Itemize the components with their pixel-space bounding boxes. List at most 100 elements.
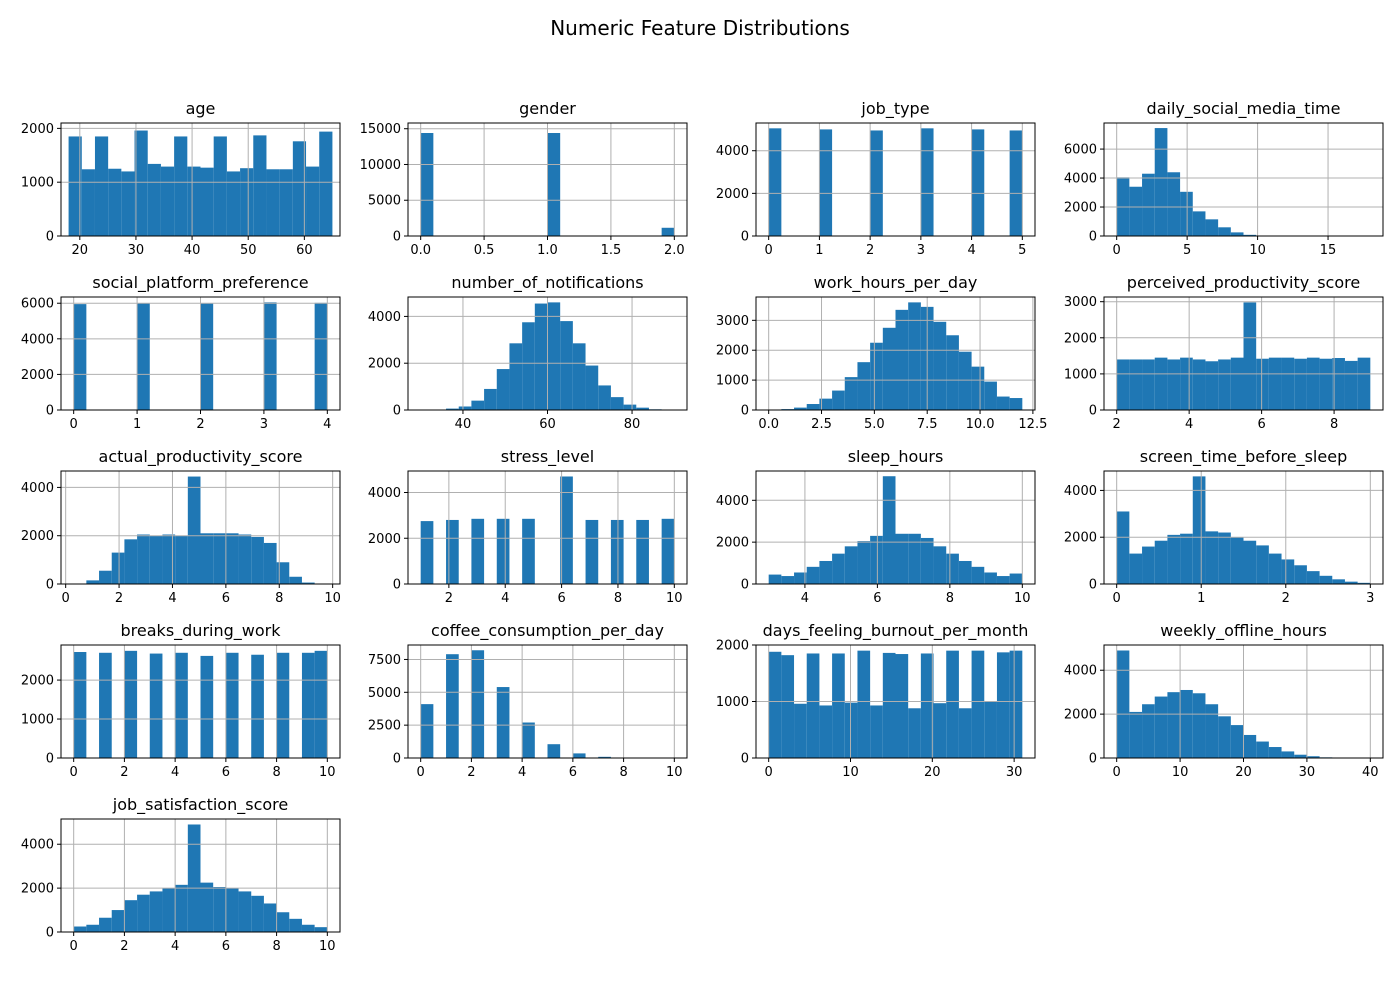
histogram-bar xyxy=(314,927,328,932)
x-tick-label: 6 xyxy=(569,765,577,780)
x-axis: 20 30 40 50 60 xyxy=(72,236,313,258)
subplot-title: daily_social_media_time xyxy=(1147,99,1341,119)
histogram-bar xyxy=(1154,540,1168,584)
subplot-title: breaks_during_work xyxy=(121,621,282,641)
y-axis: 0 2000 4000 xyxy=(21,481,61,593)
y-tick-label: 2000 xyxy=(1064,708,1097,723)
x-tick-label: 4 xyxy=(501,591,509,606)
x-tick-label: 3 xyxy=(917,243,925,258)
y-axis: 0 2000 4000 6000 xyxy=(21,297,61,419)
y-tick-label: 1000 xyxy=(716,374,749,389)
x-tick-label: 1 xyxy=(815,243,823,258)
histogram-bar xyxy=(844,546,858,584)
x-tick-label: 0 xyxy=(62,591,70,606)
histogram-bar xyxy=(946,335,959,410)
histogram-bar xyxy=(279,169,293,236)
histogram-bar xyxy=(200,533,214,584)
histogram-bar xyxy=(832,553,845,584)
x-tick-label: 1 xyxy=(133,417,141,432)
histogram-bar xyxy=(1218,227,1231,236)
subplot-title: sleep_hours xyxy=(848,447,944,467)
axes-frame xyxy=(755,296,1036,411)
x-tick-label: 10 xyxy=(1172,765,1189,780)
histogram-bar xyxy=(870,705,883,758)
axes-frame xyxy=(60,470,341,585)
subplot-daily_social_media_time: daily_social_media_time 0 5 10 15 0 2000 4000 60… xyxy=(1064,99,1384,258)
y-tick-label: 0 xyxy=(46,752,54,767)
histogram-bar xyxy=(314,650,328,758)
subplot-title: perceived_productivity_score xyxy=(1127,273,1360,293)
histogram-bar xyxy=(547,744,561,758)
y-tick-label: 2000 xyxy=(368,532,401,547)
histogram-bar xyxy=(238,534,252,584)
y-tick-label: 1000 xyxy=(716,695,749,710)
x-tick-label: 0 xyxy=(765,243,773,258)
y-tick-label: 4000 xyxy=(368,310,401,325)
histogram-bar xyxy=(1294,754,1307,758)
x-tick-label: 10 xyxy=(1014,591,1031,606)
histogram-bar xyxy=(73,304,87,410)
histogram-bars xyxy=(420,302,675,410)
histogram-bar xyxy=(598,756,611,758)
histogram-bar xyxy=(1154,357,1168,410)
histogram-bar xyxy=(996,576,1010,584)
histogram-bars xyxy=(420,650,675,758)
x-axis: 0 2 4 6 8 10 xyxy=(417,758,683,780)
y-axis: 0 1000 2000 3000 xyxy=(716,314,756,419)
histogram-bar xyxy=(420,133,434,236)
y-tick-label: 0 xyxy=(741,752,749,767)
histogram-bar xyxy=(806,653,820,758)
histogram-bar xyxy=(1256,741,1269,758)
x-tick-label: 0 xyxy=(417,765,425,780)
subplot-weekly_offline_hours: weekly_offline_hours 0 10 20 30 40 0 2000 4000 xyxy=(1064,621,1384,780)
histogram-bar xyxy=(1167,692,1181,758)
subplot-social_platform_preference: social_platform_preference 0 1 2 3 4 0 2000 4000… xyxy=(21,273,341,432)
x-tick-label: 10 xyxy=(319,939,336,954)
subplot-title: coffee_consumption_per_day xyxy=(431,621,664,641)
y-tick-label: 2000 xyxy=(716,639,749,654)
subplot-title: number_of_notifications xyxy=(451,273,643,293)
histogram-bar xyxy=(225,888,239,932)
histogram-bar xyxy=(958,560,972,584)
histogram-bar xyxy=(1154,128,1168,236)
histogram-bar xyxy=(162,888,176,932)
histogram-bar xyxy=(276,652,290,758)
x-axis: 0 2 4 6 8 10 xyxy=(70,932,336,954)
x-tick-label: 5.0 xyxy=(864,417,885,432)
histogram-bar xyxy=(1142,359,1155,410)
histogram-bar xyxy=(1243,234,1257,236)
x-tick-label: 15 xyxy=(1320,243,1337,258)
x-tick-label: 4 xyxy=(171,765,179,780)
histogram-bar xyxy=(1142,173,1155,236)
y-tick-label: 7500 xyxy=(368,653,401,668)
histogram-bar xyxy=(661,227,675,236)
x-tick-label: 10 xyxy=(1249,243,1266,258)
histogram-bar xyxy=(1306,357,1320,410)
y-axis: 0 2000 4000 xyxy=(716,144,756,245)
x-tick-label: 40 xyxy=(1362,765,1379,780)
y-tick-label: 2000 xyxy=(21,674,54,689)
histogram-bar xyxy=(857,362,871,410)
histogram-bar xyxy=(1142,546,1155,584)
histogram-bar xyxy=(819,398,833,410)
histogram-bar xyxy=(1116,650,1130,758)
x-tick-label: 80 xyxy=(624,417,641,432)
y-tick-label: 0 xyxy=(1089,578,1097,593)
x-tick-label: 4 xyxy=(171,939,179,954)
y-tick-label: 2000 xyxy=(1064,201,1097,216)
x-tick-label: 30 xyxy=(1006,765,1023,780)
axes-frame xyxy=(1103,470,1384,585)
histogram-bar xyxy=(134,130,148,236)
y-tick-label: 2000 xyxy=(716,536,749,551)
histogram-bars xyxy=(73,302,328,410)
y-tick-label: 2000 xyxy=(716,187,749,202)
x-tick-label: 0 xyxy=(70,417,78,432)
histogram-bar xyxy=(1167,172,1181,236)
histogram-bars xyxy=(768,302,1023,410)
axes-frame xyxy=(1103,296,1384,411)
histogram-bar xyxy=(560,321,573,410)
y-tick-label: 4000 xyxy=(1064,172,1097,187)
histogram-bar xyxy=(946,553,959,584)
histogram-bar xyxy=(1332,358,1345,410)
x-tick-label: 0 xyxy=(1113,765,1121,780)
